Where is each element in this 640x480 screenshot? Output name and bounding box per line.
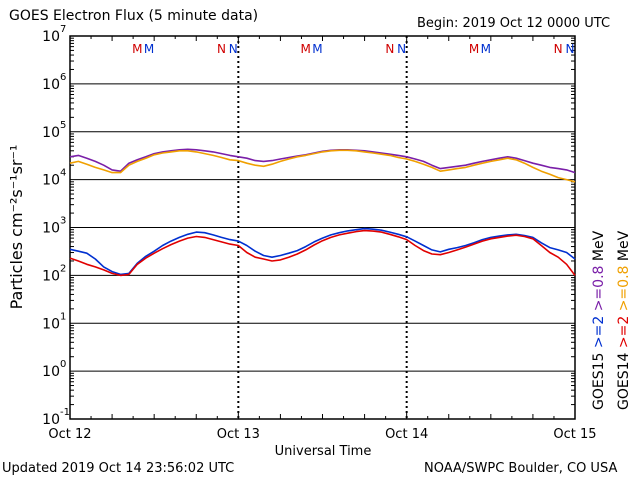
mn-marker: M xyxy=(469,42,479,56)
series-line xyxy=(69,227,576,276)
series-layer xyxy=(69,148,576,277)
y-tick-exponent: 2 xyxy=(60,263,66,274)
y-tick-label: 10 xyxy=(42,316,60,332)
legend-entry: >=0.8 xyxy=(616,266,632,316)
x-tick-label: Oct 12 xyxy=(48,427,91,442)
credit: NOAA/SWPC Boulder, CO USA xyxy=(424,461,618,476)
mn-marker: N xyxy=(554,42,563,56)
legend-entry: >=2 xyxy=(591,316,607,353)
x-tick-label: Oct 14 xyxy=(385,427,428,442)
x-tick-labels: Oct 12 Oct 13 Oct 14 Oct 15 xyxy=(48,427,596,442)
y-tick-exponent: -1 xyxy=(60,407,70,418)
series-line xyxy=(69,149,576,183)
legend-entry: GOES14 xyxy=(616,352,632,410)
y-tick-exponent: 1 xyxy=(60,311,66,322)
legend-text: GOES14 >=2 >=0.8 MeV xyxy=(616,230,632,410)
y-tick-exponent: 6 xyxy=(60,72,66,83)
mn-marker: N xyxy=(565,42,574,56)
mn-marker: N xyxy=(217,42,226,56)
y-tick-label: 10 xyxy=(42,173,60,189)
mn-marker: M xyxy=(300,42,310,56)
legend-unit: MeV xyxy=(591,230,607,265)
x-axis-label: Universal Time xyxy=(275,444,372,459)
y-tick-exponent: 5 xyxy=(60,120,66,131)
mn-marker: N xyxy=(397,42,406,56)
y-tick-label: 10 xyxy=(42,29,60,45)
legend-entry: GOES15 xyxy=(591,353,607,410)
series-line xyxy=(69,229,576,277)
y-tick-label: 10 xyxy=(42,364,60,380)
legend-entry: >=2 xyxy=(616,316,632,353)
legend-text: GOES15 >=2 >=0.8 MeV xyxy=(591,230,607,410)
legend-unit: MeV xyxy=(616,230,632,265)
grid-layer xyxy=(69,36,576,419)
begin-time: Begin: 2019 Oct 12 0000 UTC xyxy=(417,16,611,31)
y-tick-exponent: 4 xyxy=(60,168,66,179)
mn-marker: M xyxy=(481,42,491,56)
y-tick-label: 10 xyxy=(42,221,60,237)
mn-marker: M xyxy=(312,42,322,56)
mn-marker: N xyxy=(385,42,394,56)
y-tick-label: 10 xyxy=(42,77,60,93)
legend-column: GOES14 >=2 >=0.8 MeV xyxy=(616,230,632,410)
mn-marker: N xyxy=(229,42,238,56)
updated-time: Updated 2019 Oct 14 23:56:02 UTC xyxy=(2,461,235,476)
x-tick-label: Oct 13 xyxy=(217,427,260,442)
y-tick-exponent: 7 xyxy=(60,24,66,35)
x-tick-label: Oct 15 xyxy=(553,427,596,442)
legend-entry: >=0.8 xyxy=(591,266,607,316)
mn-marker: M xyxy=(144,42,154,56)
mn-marker: M xyxy=(132,42,142,56)
series-line xyxy=(69,148,576,174)
y-tick-label: 10 xyxy=(42,412,60,428)
chart-title: GOES Electron Flux (5 minute data) xyxy=(9,8,259,24)
y-tick-exponent: 0 xyxy=(60,359,66,370)
legend-column: GOES15 >=2 >=0.8 MeV xyxy=(591,230,607,410)
y-tick-label: 10 xyxy=(42,268,60,284)
y-tick-exponent: 3 xyxy=(60,216,66,227)
y-axis-label: Particles cm⁻²s⁻¹sr⁻¹ xyxy=(7,145,26,310)
y-tick-label: 10 xyxy=(42,125,60,141)
